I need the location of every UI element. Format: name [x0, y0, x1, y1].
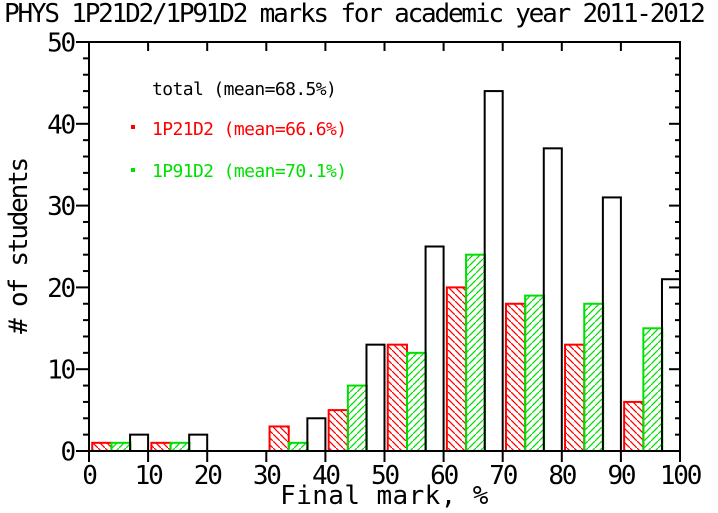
bar-1P21D2-40 [327, 409, 349, 453]
bar-1P21D2-80 [564, 343, 586, 452]
bar-1P91D2-90 [642, 327, 664, 452]
bar-1P91D2-50 [405, 351, 427, 452]
bar-1P91D2-30 [287, 441, 309, 453]
x-tick-label-70: 70 [489, 461, 516, 491]
bar-total-40 [365, 343, 386, 452]
y-tick-label-30: 30 [47, 192, 74, 222]
legend-item-1p91d2: 1P91D2 (mean=70.1%) [152, 161, 347, 182]
bar-1P91D2-40 [346, 384, 368, 452]
legend-item-total: total (mean=68.5%) [152, 79, 337, 100]
y-tick-label-20: 20 [47, 274, 74, 304]
x-tick-label-90: 90 [607, 461, 634, 491]
bar-1P91D2-70 [524, 294, 546, 452]
bar-total-80 [601, 196, 622, 452]
legend-marker-1p91d2-icon [131, 168, 135, 172]
bar-1P21D2-50 [386, 343, 408, 452]
bar-total-70 [542, 147, 563, 452]
bar-1P21D2-70 [504, 302, 527, 453]
bar-total-10 [188, 433, 209, 453]
bar-1P91D2-10 [169, 441, 191, 453]
bar-total-60 [483, 90, 504, 453]
legend-item-1p21d2: 1P21D2 (mean=66.6%) [152, 119, 347, 140]
x-tick-label-40: 40 [312, 461, 339, 491]
tick-labels: 0 10 20 30 40 50 60 70 80 90 100 0 10 20 30 40 50 [47, 29, 703, 492]
bar-1P91D2-80 [583, 302, 605, 453]
bar-1P91D2-60 [465, 253, 486, 452]
y-tick-label-10: 10 [47, 356, 74, 386]
y-tick-label-0: 0 [61, 438, 75, 468]
x-tick-label-80: 80 [548, 461, 575, 491]
y-axis-label-text: # of students [4, 159, 34, 334]
axis-frame [88, 41, 681, 452]
bar-1P21D2-60 [445, 286, 468, 452]
x-tick-label-20: 20 [194, 461, 221, 491]
legend-marker-1p21d2-icon [131, 125, 135, 129]
bar-total-0 [129, 433, 150, 453]
x-tick-label-100: 100 [660, 461, 701, 491]
y-tick-label-40: 40 [47, 110, 74, 140]
x-tick-label-0: 0 [82, 461, 96, 491]
chart-title: PHYS 1P21D2/1P91D2 marks for academic ye… [4, 0, 706, 29]
bars [91, 90, 681, 453]
bar-1P21D2-90 [623, 400, 645, 453]
x-tick-label-30: 30 [253, 461, 280, 491]
bar-1P21D2-10 [150, 441, 172, 453]
x-axis-label: Final mark, % [280, 481, 489, 511]
x-tick-label-50: 50 [371, 461, 398, 491]
y-axis-label: # of students [4, 42, 34, 451]
bar-total-90 [660, 278, 681, 452]
bar-total-50 [424, 245, 445, 452]
bar-1P21D2-0 [91, 441, 113, 453]
bar-1P91D2-0 [110, 441, 132, 453]
x-tick-label-60: 60 [430, 461, 457, 491]
bar-1P21D2-30 [268, 425, 290, 452]
y-tick-label-50: 50 [47, 29, 74, 59]
x-tick-label-10: 10 [135, 461, 162, 491]
bar-total-30 [306, 417, 327, 452]
